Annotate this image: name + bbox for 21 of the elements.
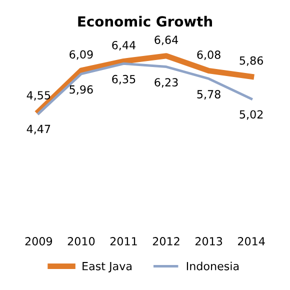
legend-label: East Java — [82, 262, 132, 272]
data-label: 6,08 — [197, 50, 220, 60]
data-label: 5,02 — [240, 110, 263, 120]
data-label: 6,23 — [154, 78, 178, 88]
data-label: 6,44 — [112, 40, 136, 50]
legend-label: Indonesia — [186, 262, 239, 270]
data-label: 4,55 — [26, 91, 50, 101]
chart-title: Economic Growth — [78, 16, 212, 27]
x-tick-label: 2012 — [152, 237, 180, 246]
x-tick-label: 2010 — [68, 237, 95, 246]
data-label: 6,35 — [112, 74, 136, 84]
data-label: 5,96 — [70, 85, 93, 95]
x-tick-label: 2011 — [110, 237, 137, 246]
x-tick-label: 2009 — [25, 237, 52, 246]
data-label: 5,86 — [240, 56, 264, 66]
x-tick-label: 2014 — [238, 237, 265, 246]
x-tick-label: 2013 — [195, 237, 222, 246]
data-label: 6,09 — [70, 50, 93, 60]
data-label: 6,64 — [154, 36, 178, 46]
data-label: 5,78 — [197, 90, 220, 100]
data-label: 4,47 — [26, 124, 50, 134]
